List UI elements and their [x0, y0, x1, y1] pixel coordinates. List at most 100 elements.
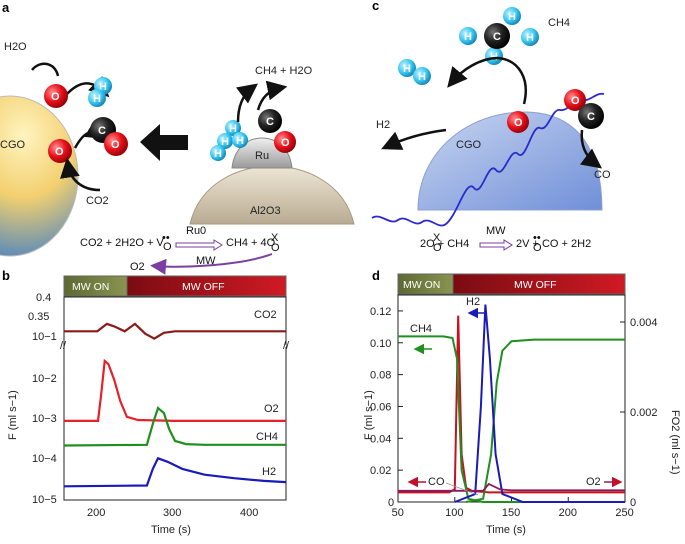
ch4-h2o-label: CH4 + H2O: [255, 65, 313, 77]
ylabel-b: F (ml s−1): [7, 390, 19, 440]
svg-text:••: ••: [162, 232, 170, 244]
co2-label: CO2: [86, 195, 109, 207]
mw-banner-b: MW ON MW OFF: [63, 275, 287, 297]
svg-text:O: O: [571, 95, 580, 107]
series-ch4: [63, 406, 286, 447]
svg-text:X: X: [433, 232, 441, 244]
panel-a: a CGO H2O O H H O C O: [0, 0, 355, 275]
svg-text:O: O: [55, 146, 64, 158]
svg-text:O: O: [514, 117, 523, 129]
svg-text:H: H: [418, 71, 426, 83]
svg-text:H: H: [403, 63, 411, 75]
series-o2-d: [398, 482, 625, 492]
series-ch4-d: [398, 335, 625, 503]
mw-off-label-d: MW OFF: [514, 279, 557, 291]
microwave-wave: [371, 92, 605, 227]
equation-a-o2: O2: [130, 261, 145, 273]
xtick-label-d: 100: [445, 507, 463, 519]
svg-text:H: H: [526, 32, 534, 44]
series-group-d: [398, 304, 625, 503]
mw-arrow: [150, 253, 273, 275]
xticks-d: 50 100 150 200 250: [392, 497, 634, 519]
co-release-arrow-c: [579, 129, 602, 169]
plot-b-upper-frame: [63, 296, 287, 347]
plot-b-lower-frame: [63, 345, 287, 501]
hydrogen-atom-icon: H: [521, 28, 539, 46]
y2tick-label-d: 0: [630, 497, 636, 509]
svg-text:C: C: [493, 31, 501, 43]
ytick-b-10-5: 10−5: [32, 494, 57, 506]
svg-text:H: H: [229, 123, 237, 135]
label-h2-d: H2: [466, 296, 480, 308]
co2-arrow: [60, 157, 101, 192]
series-ch4-recovery: [465, 338, 625, 503]
ru-label: Ru: [255, 150, 269, 162]
hydrogen-atom-icon: H: [210, 145, 226, 161]
plot-d-frame: [397, 294, 626, 503]
hydrogen-atom-icon: H: [88, 89, 106, 107]
svg-text:C: C: [98, 125, 106, 137]
cgo-support-c: [417, 111, 603, 211]
transfer-arrow-icon: [140, 124, 188, 161]
cgo-support: [0, 95, 79, 257]
series-group-b: [63, 322, 287, 488]
hydrogen-atom-icon: H: [398, 59, 416, 77]
equation-a-catalyst: Ru0: [186, 225, 206, 237]
cgo-label: CGO: [0, 139, 26, 151]
carbon-atom-icon: C: [484, 23, 510, 49]
svg-text:C: C: [587, 111, 595, 123]
series-co2: [64, 322, 286, 340]
carbon-atom-icon: C: [578, 103, 604, 129]
xtick-label-d: 50: [392, 507, 404, 519]
series-o2: [64, 358, 286, 422]
co-label-c: CO: [594, 169, 611, 181]
h2-release-arrow-c: [381, 128, 447, 150]
ytick-label-d: 0: [388, 497, 394, 509]
mw-on-label: MW ON: [72, 281, 109, 293]
label-ch4-d: CH4: [410, 323, 432, 335]
ytick-b-0.35: 0.35: [28, 311, 49, 323]
label-h2: H2: [262, 466, 276, 478]
svg-text:O: O: [281, 137, 290, 149]
oxygen-atom-icon: O: [44, 84, 68, 108]
panel-b: b MW ON MW OFF // // 0.4 0.35 10−1 10−2 …: [2, 268, 290, 536]
ch4-release-arrow: [235, 83, 258, 123]
xlabel-d: Time (s): [486, 524, 526, 536]
ytick-label-d: 0.04: [370, 433, 391, 445]
xtick-b-300: 300: [163, 507, 181, 519]
mw-on-label-d: MW ON: [403, 279, 440, 291]
yticks-d: 0 0.02 0.04 0.06 0.08 0.10 0.12: [370, 306, 403, 509]
equation-a-products: CH4 + 4O: [226, 237, 276, 249]
mw-banner-d: MW ON MW OFF: [397, 273, 626, 295]
ytick-label-d: 0.08: [370, 370, 391, 382]
svg-text:••: ••: [533, 232, 541, 244]
h2o-arrow: [31, 62, 60, 77]
hydrogen-atom-icon: H: [225, 120, 241, 136]
label-o2: O2: [264, 403, 279, 415]
y2tick-label-d: 0.002: [630, 407, 658, 419]
oxygen-atom-icon: O: [564, 89, 586, 111]
xtick-label-d: 150: [502, 507, 520, 519]
mw-off-segment: [126, 275, 287, 297]
svg-text:H: H: [221, 136, 229, 148]
hydrogen-atom-icon: H: [413, 67, 431, 85]
ytick-b-10-1: 10−1: [32, 331, 57, 343]
panel-letter-d: d: [372, 268, 380, 283]
ch4-label-c: CH4: [548, 17, 570, 29]
equation-c-arrow: [479, 239, 513, 251]
y2ticks-d: 0 0.002 0.004: [620, 317, 658, 509]
hydrogen-atom-icon: H: [217, 133, 233, 149]
y2label-d: FO2 (ml s−1): [669, 410, 681, 474]
equation-c-mw: MW: [486, 225, 506, 237]
svg-text:O: O: [271, 242, 280, 254]
y2tick-label-d: 0.004: [630, 317, 658, 329]
ytick-b-10-2: 10−2: [32, 373, 57, 385]
series-h2: [63, 456, 287, 488]
svg-text://: //: [60, 340, 67, 352]
label-ch4: CH4: [256, 431, 278, 443]
carbon-atom-icon: C: [258, 109, 282, 133]
label-co2: CO2: [254, 309, 277, 321]
al2o3-label: Al2O3: [250, 205, 281, 217]
svg-text:O: O: [433, 242, 442, 254]
oxygen-atom-icon: O: [104, 132, 128, 156]
